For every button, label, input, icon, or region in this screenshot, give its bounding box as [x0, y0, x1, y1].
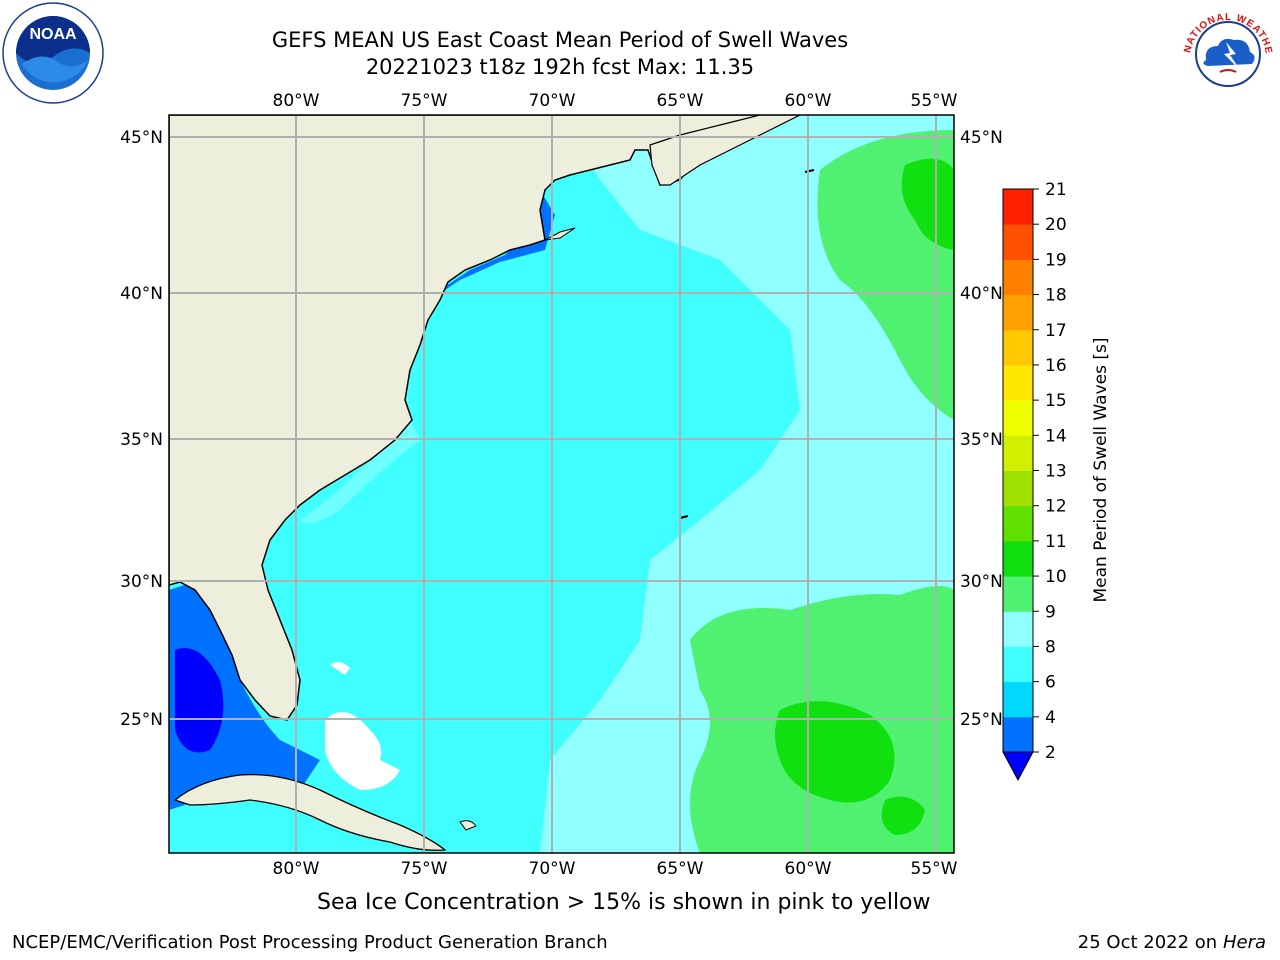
lat-ticks-left: 45°N 40°N 35°N 30°N 25°N — [120, 128, 163, 730]
nws-logo: NATIONAL WEATHER SERVICE — [1178, 2, 1276, 100]
swell-zone-10-11-se — [775, 701, 895, 803]
colorbar-tick-label: 8 — [1045, 637, 1056, 657]
lon-ticks-top: 80°W 75°W 70°W 65°W 60°W 55°W — [273, 91, 958, 111]
lat-tick-left: 40°N — [120, 284, 163, 304]
map-title: GEFS MEAN US East Coast Mean Period of S… — [271, 28, 849, 52]
colorbar-label: Mean Period of Swell Waves [s] — [1091, 338, 1111, 603]
lat-tick-left: 30°N — [120, 572, 163, 592]
lat-tick-right: 40°N — [960, 284, 1003, 304]
colorbar-segment — [1003, 224, 1033, 260]
colorbar-segment — [1003, 259, 1033, 296]
footer-host: Hera — [1222, 932, 1266, 953]
colorbar-segment — [1003, 611, 1033, 647]
lon-tick-top: 55°W — [911, 91, 958, 111]
lat-tick-right: 30°N — [960, 572, 1003, 592]
lat-tick-left: 35°N — [120, 430, 163, 450]
lon-tick-bottom: 80°W — [273, 859, 320, 879]
colorbar-segment — [1003, 189, 1033, 225]
swell-zone-10-11-ne — [901, 158, 954, 250]
footer-date: 25 Oct 2022 on Hera — [1078, 932, 1266, 953]
colorbar-segment — [1003, 329, 1033, 366]
lon-tick-bottom: 75°W — [401, 859, 448, 879]
lon-tick-top: 60°W — [785, 91, 832, 111]
bahamas-no-data-2 — [330, 662, 350, 675]
lon-tick-bottom: 55°W — [911, 859, 958, 879]
colorbar-segment — [1003, 505, 1033, 542]
colorbar-extend-low — [1002, 751, 1034, 782]
colorbar-tick-label: 14 — [1045, 426, 1067, 446]
colorbar-tick-label: 9 — [1045, 602, 1056, 622]
colorbar-tick-label: 16 — [1045, 356, 1067, 376]
colorbar-tick-label: 18 — [1045, 286, 1067, 306]
colorbar-tick-label: 10 — [1045, 567, 1067, 587]
colorbar-tick-label: 12 — [1045, 497, 1067, 517]
colorbar-tick-label: 21 — [1045, 180, 1067, 200]
lon-tick-top: 75°W — [401, 91, 448, 111]
colorbar-segment — [1003, 364, 1033, 401]
colorbar-segment — [1003, 540, 1033, 577]
lat-tick-left: 25°N — [120, 710, 163, 730]
noaa-logo: NOAA — [2, 2, 104, 104]
sea-ice-note: Sea Ice Concentration > 15% is shown in … — [317, 890, 931, 915]
land-hispaniola-tip — [459, 820, 477, 831]
land-cuba — [173, 773, 447, 851]
colorbar-tick-label: 19 — [1045, 250, 1067, 270]
lat-tick-right: 45°N — [960, 128, 1003, 148]
colorbar-segment — [1003, 435, 1033, 471]
lon-tick-top: 80°W — [273, 91, 320, 111]
footer-credit: NCEP/EMC/Verification Post Processing Pr… — [12, 932, 608, 953]
colorbar-tick-label: 11 — [1045, 532, 1067, 552]
colorbar-tick-label: 20 — [1045, 215, 1067, 235]
colorbar-segment — [1003, 716, 1033, 753]
lon-ticks-bottom: 80°W 75°W 70°W 65°W 60°W 55°W — [273, 859, 958, 879]
map-subtitle: 20221023 t18z 192h fcst Max: 11.35 — [365, 55, 755, 79]
lon-tick-top: 70°W — [529, 91, 576, 111]
noaa-logo-text: NOAA — [29, 26, 77, 43]
lat-ticks-right: 45°N 40°N 35°N 30°N 25°N — [960, 128, 1003, 730]
lat-tick-left: 45°N — [120, 128, 163, 148]
colorbar-tick-label: 13 — [1045, 462, 1067, 482]
colorbar-tick-label: 17 — [1045, 321, 1067, 341]
map-frame — [168, 114, 955, 854]
swell-zone-10-11-se-2 — [881, 796, 925, 835]
lon-tick-bottom: 70°W — [529, 859, 576, 879]
swell-zone-coastal-light — [300, 420, 420, 524]
colorbar-segment — [1003, 470, 1033, 507]
bahamas-no-data — [325, 712, 400, 790]
swell-zone-2-4-gulf — [169, 580, 320, 810]
land-nova-scotia — [649, 115, 801, 186]
colorbar-segment — [1003, 400, 1033, 436]
lon-tick-top: 65°W — [657, 91, 704, 111]
lon-tick-bottom: 60°W — [785, 859, 832, 879]
land-bermuda — [679, 515, 689, 519]
colorbar-tick-label: 6 — [1045, 673, 1056, 693]
colorbar-segment — [1003, 294, 1033, 331]
map-panel — [169, 115, 954, 853]
footer-date-text: 25 Oct 2022 on — [1077, 932, 1223, 953]
lon-tick-bottom: 65°W — [657, 859, 704, 879]
colorbar-tick-label: 4 — [1045, 708, 1056, 728]
colorbar-segment — [1003, 646, 1033, 683]
swell-zone-6-8 — [573, 263, 687, 387]
swell-zone-below-2-gulf — [175, 648, 224, 753]
map-gridlines — [169, 115, 954, 853]
colorbar-segment — [1003, 681, 1033, 718]
lat-tick-right: 35°N — [960, 430, 1003, 450]
land-sable-island — [804, 169, 815, 173]
lat-tick-right: 25°N — [960, 710, 1003, 730]
colorbar: 2 4 6 8 9 10 11 12 13 14 15 16 17 18 19 20 21 — [1002, 180, 1067, 782]
colorbar-tick-label: 15 — [1045, 391, 1067, 411]
colorbar-segment — [1003, 576, 1033, 612]
land-north-america — [169, 115, 761, 721]
colorbar-tick-label: 2 — [1045, 743, 1056, 763]
